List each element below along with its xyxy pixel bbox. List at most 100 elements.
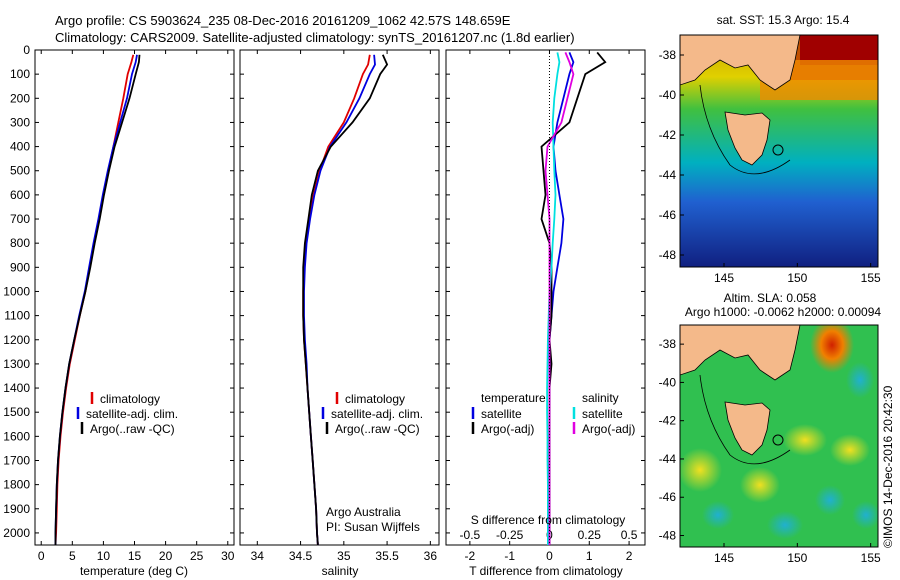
sst-map-frame xyxy=(679,34,879,268)
sla-blob xyxy=(783,424,827,456)
depth-tick-label: 700 xyxy=(10,212,30,226)
x-tick-label: 25 xyxy=(190,549,204,563)
map-y-tick-label: -40 xyxy=(659,375,677,389)
map-y-tick-label: -38 xyxy=(659,48,677,62)
x-tick-label: -1 xyxy=(504,549,515,563)
sla-map xyxy=(680,325,878,547)
legend-label: climatology xyxy=(345,392,405,406)
legend-label: climatology xyxy=(100,392,160,406)
bathymetry-contour xyxy=(699,374,791,465)
sla-blob xyxy=(810,325,854,373)
imos-credit: ©IMOS 14-Dec-2016 20:42:30 xyxy=(881,385,895,548)
legend-label: Argo(..raw -QC) xyxy=(335,422,420,436)
map-y-tick-label: -42 xyxy=(659,414,677,428)
map-y-tick-label: -46 xyxy=(659,490,677,504)
salinity-axes xyxy=(239,49,440,546)
tick-marks: 0 5 10 15 20 25 30 34 34.5 35 35.5 36 -2 -1 0 1 2 -0.5 -0.… xyxy=(35,49,645,563)
map-x-tick-label: 150 xyxy=(787,271,807,285)
top-x-tick-label: 0.5 xyxy=(621,528,638,542)
sla-map-axes: 145 150 155 -38 -40 -42 -44 -46 -48 xyxy=(659,337,881,565)
x-tick-label: 0 xyxy=(38,549,45,563)
sla-blob xyxy=(846,362,874,398)
depth-tick-label: 500 xyxy=(10,164,30,178)
salinity-xlabel: salinity xyxy=(322,564,359,578)
depth-tick-label: 300 xyxy=(10,115,30,129)
sst-map xyxy=(680,35,878,267)
depth-tick-label: 600 xyxy=(10,188,30,202)
profile-lines xyxy=(54,51,607,546)
top-x-tick-label: 0.25 xyxy=(578,528,602,542)
series-line-magenta xyxy=(544,52,575,545)
depth-tick-label: 1600 xyxy=(3,429,30,443)
header-line1: Argo profile: CS 5903624_235 08-Dec-2016… xyxy=(55,13,511,28)
depth-tick-label: 2000 xyxy=(3,526,30,540)
depth-axis: 0 100 200 300 400 500 600 700 800 900 1000 1100 1200… xyxy=(3,43,30,540)
tasmania xyxy=(724,111,771,166)
argo-location-marker xyxy=(772,434,784,446)
sla-blob xyxy=(830,434,870,466)
series-line-red xyxy=(54,54,135,546)
temperature-legend: climatology satellite-adj. clim. Argo(..… xyxy=(76,392,178,436)
depth-tick-label: 0 xyxy=(23,43,30,57)
sst-map-title: sat. SST: 15.3 Argo: 15.4 xyxy=(717,13,850,27)
x-tick-label: 36 xyxy=(424,549,438,563)
x-tick-label: 5 xyxy=(69,549,76,563)
sla-blob xyxy=(815,485,845,515)
x-tick-label: 34 xyxy=(251,549,265,563)
sla-blob xyxy=(702,501,734,529)
legend-title-salinity: salinity xyxy=(582,391,619,405)
map-y-tick-label: -40 xyxy=(659,88,677,102)
sla-blob xyxy=(680,448,722,492)
depth-tick-label: 1500 xyxy=(3,405,30,419)
series-line-black xyxy=(302,54,389,546)
argo-location-marker xyxy=(772,144,784,156)
legend-label: Argo(..raw -QC) xyxy=(90,422,175,436)
depth-tick-label: 900 xyxy=(10,260,30,274)
x-tick-label: 15 xyxy=(128,549,142,563)
pi-note: PI: Susan Wijffels xyxy=(326,520,420,534)
series-line-cyan xyxy=(546,52,561,545)
legend-label: satellite-adj. clim. xyxy=(86,407,178,421)
depth-tick-label: 800 xyxy=(10,236,30,250)
header-line2: Climatology: CARS2009. Satellite-adjuste… xyxy=(55,30,575,45)
sla-map-subtitle: Argo h1000: -0.0062 h2000: 0.00094 xyxy=(685,305,881,319)
x-tick-label: 1 xyxy=(586,549,593,563)
sdiff-xlabel: S difference from climatology xyxy=(471,513,626,527)
x-tick-label: 30 xyxy=(221,549,235,563)
top-x-tick-label: -0.25 xyxy=(496,528,524,542)
series-line-blue xyxy=(54,54,138,545)
temperature-axes xyxy=(34,49,235,546)
x-tick-label: 34.5 xyxy=(289,549,313,563)
tasmania xyxy=(724,401,771,456)
legend-label: satellite xyxy=(582,407,623,421)
depth-tick-label: 1900 xyxy=(3,502,30,516)
map-y-tick-label: -48 xyxy=(659,529,677,543)
tdiff-xlabel: T difference from climatology xyxy=(469,564,623,578)
sla-blob xyxy=(852,501,878,529)
map-y-tick-label: -42 xyxy=(659,128,677,142)
map-y-tick-label: -46 xyxy=(659,208,677,222)
map-y-tick-label: -44 xyxy=(659,452,677,466)
bathymetry-contour xyxy=(699,84,791,175)
map-x-tick-label: 155 xyxy=(861,551,881,565)
legend-label: Argo(-adj) xyxy=(582,422,635,436)
depth-tick-label: 1700 xyxy=(3,453,30,467)
x-tick-label: 0 xyxy=(546,549,553,563)
x-tick-label: 10 xyxy=(97,549,111,563)
depth-tick-label: 1300 xyxy=(3,357,30,371)
difference-axes xyxy=(445,49,646,546)
x-tick-label: -2 xyxy=(465,549,476,563)
depth-tick-label: 400 xyxy=(10,140,30,154)
salinity-legend: climatology satellite-adj. clim. Argo(..… xyxy=(321,392,423,534)
mainland-australia xyxy=(680,35,801,91)
depth-tick-label: 1200 xyxy=(3,333,30,347)
series-line-black xyxy=(540,51,607,545)
map-x-tick-label: 150 xyxy=(787,551,807,565)
sla-map-frame xyxy=(679,324,879,548)
legend-label: Argo(-adj) xyxy=(481,422,534,436)
series-line-black xyxy=(54,54,141,545)
x-tick-label: 35 xyxy=(337,549,351,563)
sla-blob xyxy=(767,511,803,539)
top-x-tick-label: -0.5 xyxy=(460,528,481,542)
